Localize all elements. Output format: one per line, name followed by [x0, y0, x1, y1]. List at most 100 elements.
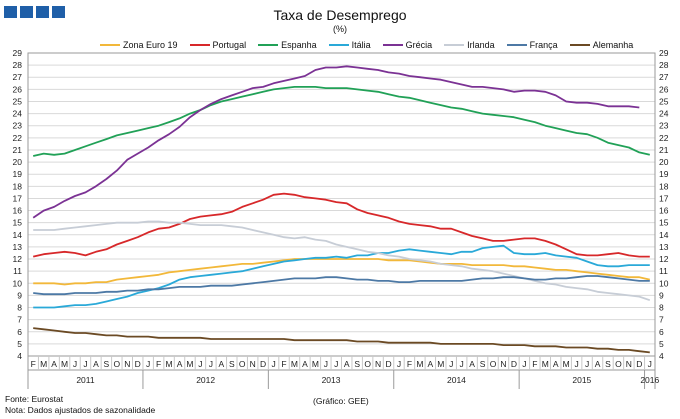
- y-tick-label-right: 24: [659, 109, 669, 119]
- x-year-label: 2015: [572, 375, 591, 385]
- legend-item: Grécia: [382, 40, 432, 50]
- y-tick-label-left: 8: [17, 303, 22, 313]
- y-tick-label-left: 26: [13, 84, 23, 94]
- y-tick-label-left: 4: [17, 351, 22, 361]
- logo-square: [4, 6, 17, 18]
- chart-credit: (Gráfico: GEE): [313, 396, 369, 406]
- x-month-label: M: [416, 359, 423, 369]
- legend-swatch: [100, 44, 120, 46]
- y-tick-label-right: 19: [659, 169, 669, 179]
- y-tick-label-right: 10: [659, 278, 669, 288]
- x-month-label: F: [31, 359, 36, 369]
- y-tick-label-right: 18: [659, 181, 669, 191]
- x-month-label: O: [239, 359, 246, 369]
- legend-item: França: [506, 40, 558, 50]
- y-tick-label-left: 24: [13, 109, 23, 119]
- x-month-label: A: [218, 359, 224, 369]
- x-month-label: N: [250, 359, 256, 369]
- x-month-label: A: [177, 359, 183, 369]
- x-month-label: O: [364, 359, 371, 369]
- x-year-label: 2013: [322, 375, 341, 385]
- y-tick-label-left: 12: [13, 254, 23, 264]
- legend-item: Itália: [328, 40, 371, 50]
- y-tick-label-left: 21: [13, 145, 23, 155]
- chart-legend: Zona Euro 19 Portugal Espanha Itália Grécia I…: [100, 39, 645, 51]
- y-tick-label-right: 20: [659, 157, 669, 167]
- legend-label: Espanha: [281, 40, 317, 50]
- y-tick-label-left: 29: [13, 48, 23, 58]
- adjustment-note: Nota: Dados ajustados de sazonalidade: [5, 405, 156, 415]
- x-month-label: J: [648, 359, 652, 369]
- x-month-label: A: [51, 359, 57, 369]
- y-tick-label-right: 5: [659, 339, 664, 349]
- x-month-label: J: [146, 359, 150, 369]
- x-month-label: A: [595, 359, 601, 369]
- x-year-label: 2014: [447, 375, 466, 385]
- x-month-label: O: [615, 359, 622, 369]
- x-month-label: N: [626, 359, 632, 369]
- y-tick-label-left: 16: [13, 206, 23, 216]
- y-tick-label-left: 25: [13, 96, 23, 106]
- x-month-label: F: [281, 359, 286, 369]
- x-month-label: M: [542, 359, 549, 369]
- x-month-label: J: [73, 359, 77, 369]
- x-month-label: J: [324, 359, 328, 369]
- y-tick-label-left: 19: [13, 169, 23, 179]
- x-month-label: D: [636, 359, 642, 369]
- y-tick-label-left: 6: [17, 327, 22, 337]
- y-tick-label-right: 27: [659, 72, 669, 82]
- legend-swatch: [506, 44, 527, 46]
- x-month-label: A: [302, 359, 308, 369]
- y-tick-label-right: 16: [659, 206, 669, 216]
- x-month-label: M: [437, 359, 444, 369]
- x-month-label: J: [198, 359, 202, 369]
- series-line-italia: [33, 244, 650, 309]
- y-tick-label-right: 26: [659, 84, 669, 94]
- y-tick-label-left: 7: [17, 315, 22, 325]
- x-month-label: J: [209, 359, 213, 369]
- y-tick-label-right: 12: [659, 254, 669, 264]
- y-tick-label-left: 17: [13, 193, 23, 203]
- x-month-label: S: [104, 359, 110, 369]
- y-tick-label-left: 13: [13, 242, 23, 252]
- chart-subtitle: (%): [333, 24, 347, 34]
- x-month-label: M: [312, 359, 319, 369]
- x-month-label: D: [260, 359, 266, 369]
- x-month-label: O: [114, 359, 121, 369]
- y-tick-label-right: 6: [659, 327, 664, 337]
- x-month-label: A: [553, 359, 559, 369]
- x-month-label: O: [490, 359, 497, 369]
- y-tick-label-right: 21: [659, 145, 669, 155]
- series-line-alemanha: [33, 327, 650, 354]
- x-month-label: J: [522, 359, 526, 369]
- y-tick-label-left: 27: [13, 72, 23, 82]
- series-line-portugal: [32, 192, 650, 258]
- logo: [4, 6, 65, 18]
- x-month-label: M: [166, 359, 173, 369]
- legend-item: Irlanda: [444, 40, 495, 50]
- x-month-label: J: [585, 359, 589, 369]
- legend-item: Alemanha: [569, 40, 633, 50]
- legend-label: Itália: [351, 40, 371, 50]
- x-month-label: D: [511, 359, 517, 369]
- x-month-label: S: [480, 359, 486, 369]
- series-line-irlanda: [33, 220, 651, 302]
- y-tick-label-right: 14: [659, 230, 669, 240]
- y-tick-label-right: 25: [659, 96, 669, 106]
- x-month-label: J: [334, 359, 338, 369]
- legend-swatch: [382, 44, 403, 46]
- x-month-label: M: [40, 359, 47, 369]
- series-line-zona-euro-19: [33, 258, 651, 286]
- x-month-label: S: [229, 359, 235, 369]
- y-tick-label-left: 23: [13, 121, 23, 131]
- x-month-label: M: [563, 359, 570, 369]
- x-month-label: M: [186, 359, 193, 369]
- legend-swatch: [444, 44, 465, 46]
- y-tick-label-left: 14: [13, 230, 23, 240]
- x-month-label: D: [385, 359, 391, 369]
- y-tick-label-right: 17: [659, 193, 669, 203]
- x-month-label: N: [375, 359, 381, 369]
- source-note: Fonte: Eurostat: [5, 394, 64, 404]
- y-tick-label-right: 11: [659, 266, 668, 276]
